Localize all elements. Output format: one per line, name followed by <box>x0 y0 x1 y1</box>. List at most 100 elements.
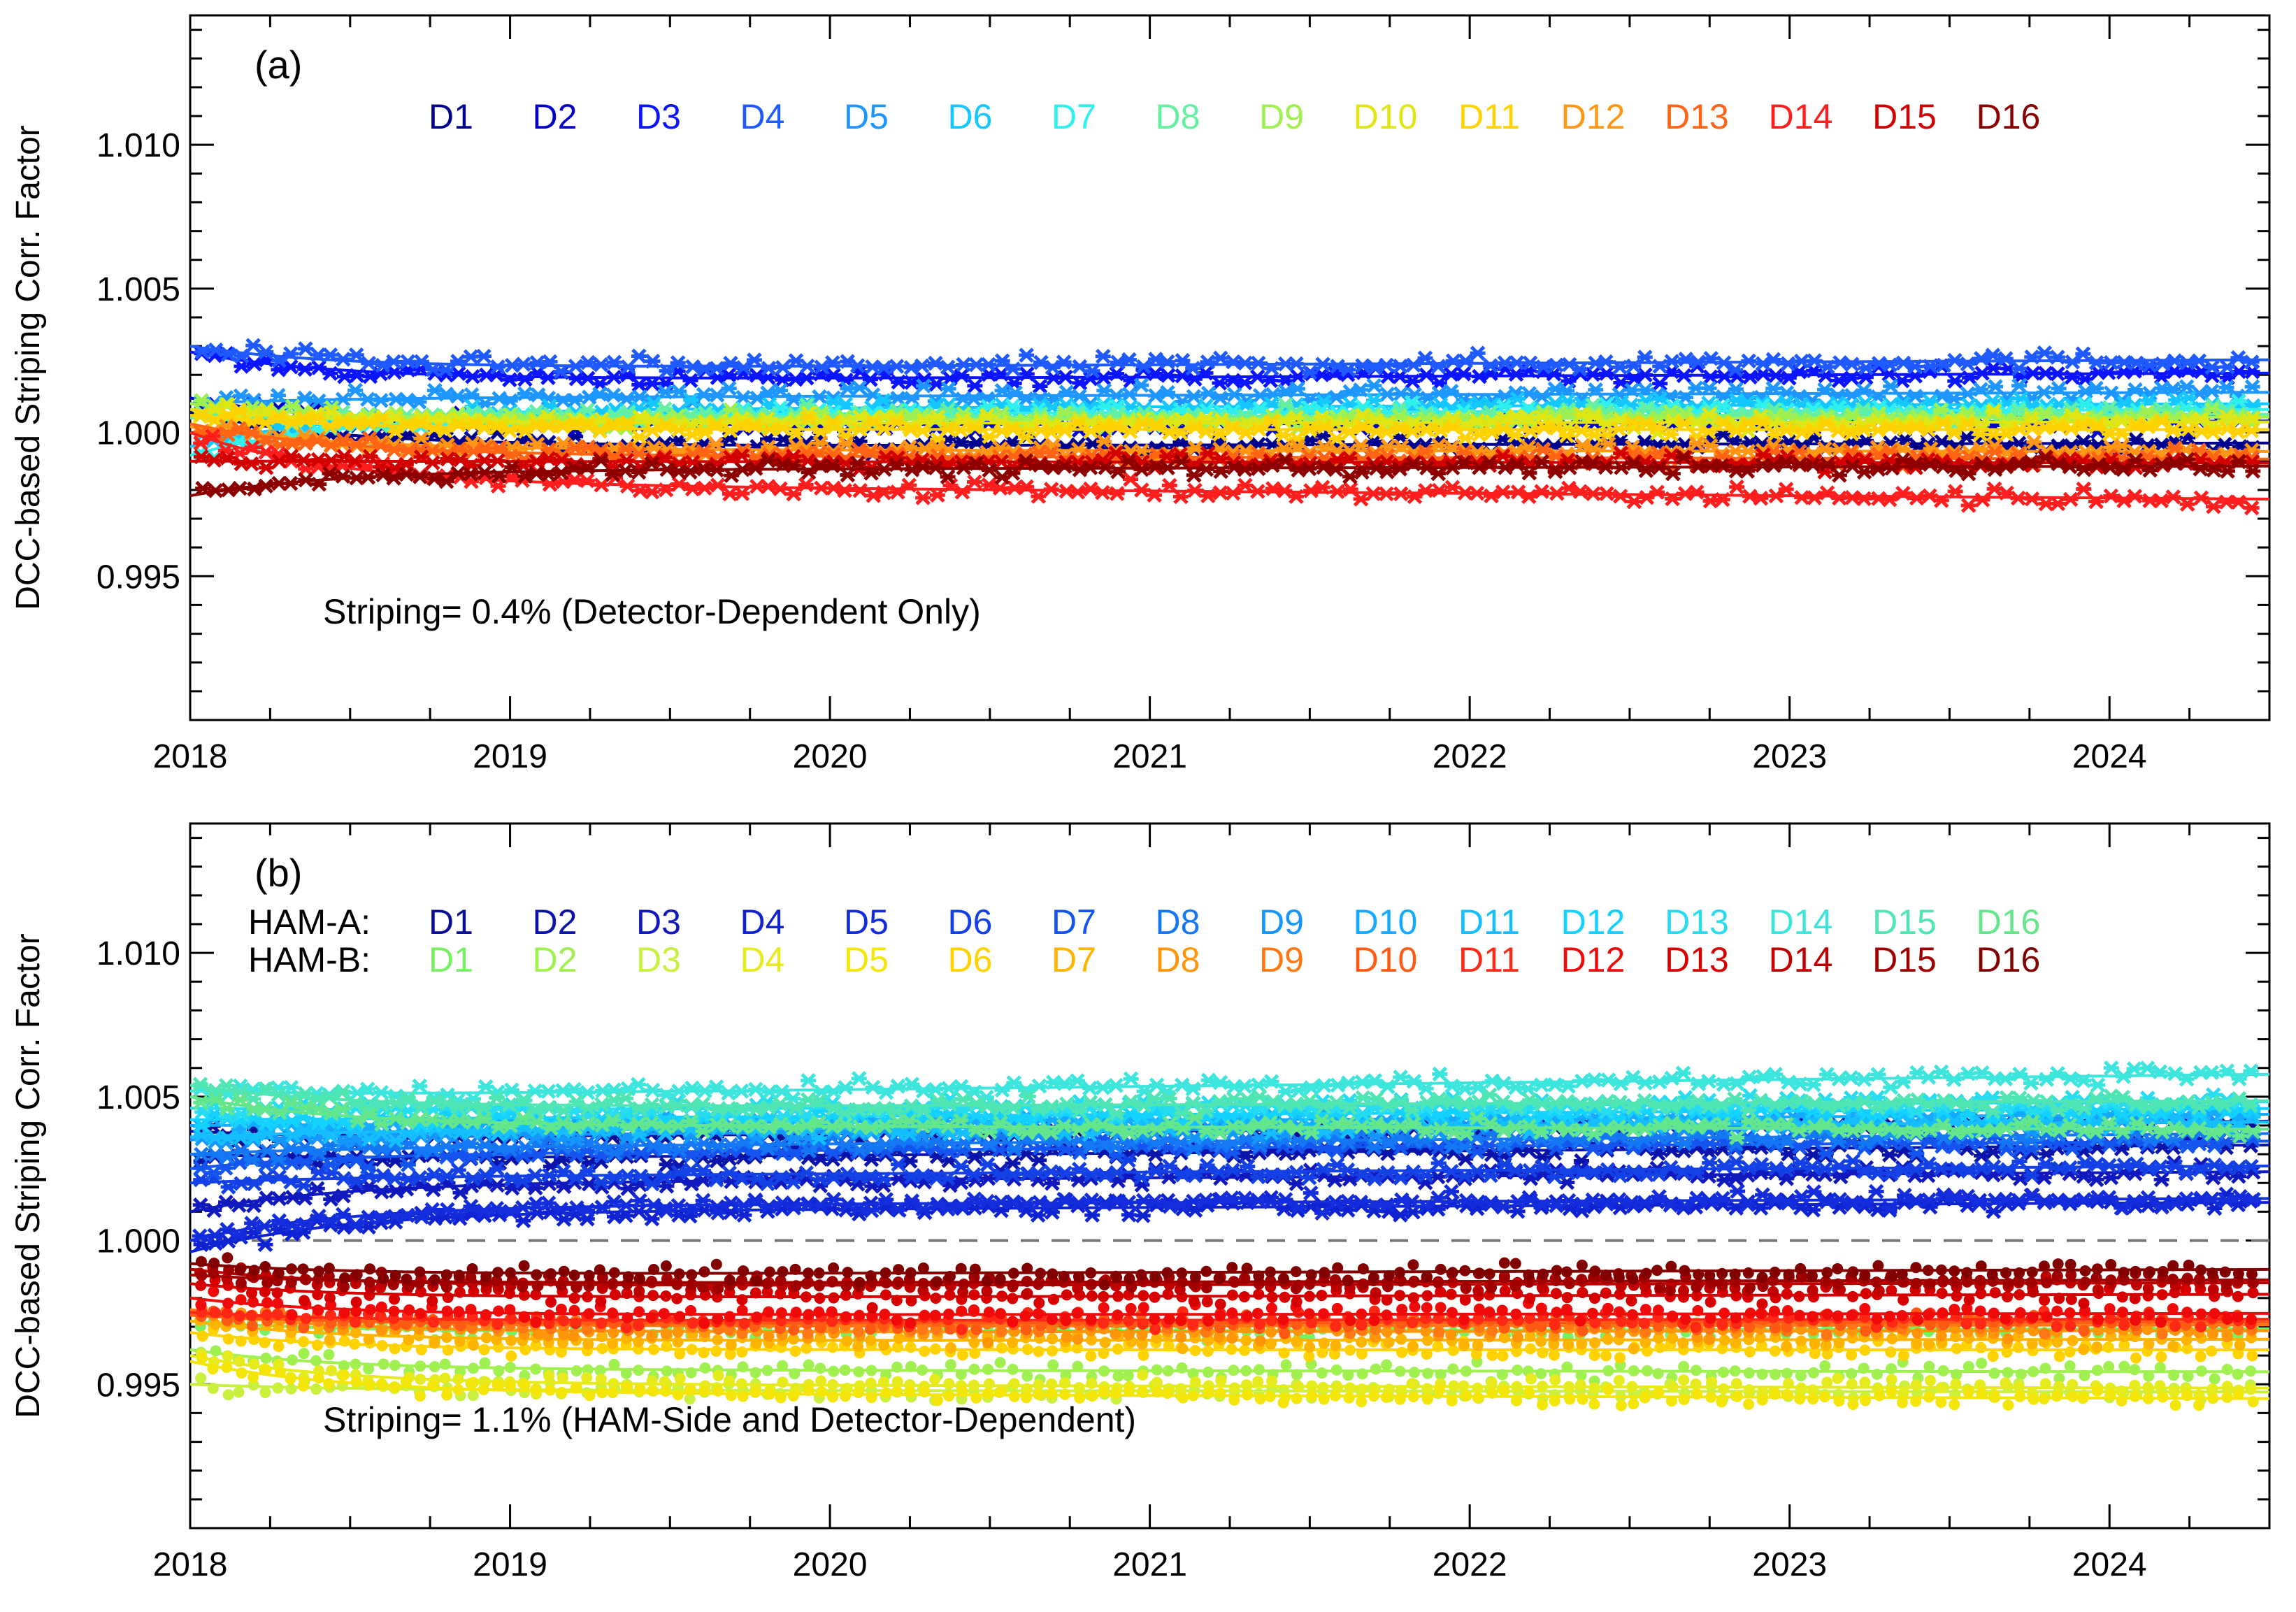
data-point <box>1909 490 1925 506</box>
data-point <box>1470 345 1486 361</box>
data-point <box>335 468 351 484</box>
data-point <box>2024 491 2040 507</box>
data-point <box>1958 429 1974 445</box>
x-tick-label: 2020 <box>793 1546 868 1583</box>
data-point <box>1960 466 1976 482</box>
y-tick-label: 0.995 <box>96 1367 180 1404</box>
series-line <box>190 464 2269 498</box>
data-point <box>916 378 932 394</box>
data-point <box>373 411 389 427</box>
data-point <box>1868 1183 1884 1200</box>
data-point <box>1572 484 1588 499</box>
data-point <box>1070 416 1086 431</box>
x-tick-label: 2022 <box>1433 738 1507 775</box>
data-point <box>1858 360 1874 376</box>
data-point <box>2103 354 2119 370</box>
data-point <box>1030 1207 1046 1223</box>
data-point <box>399 392 415 408</box>
data-point <box>1730 1183 1746 1199</box>
data-layer <box>190 338 2269 516</box>
data-point <box>1458 1151 1474 1167</box>
data-point <box>994 1082 1010 1098</box>
data-point <box>631 429 647 445</box>
data-point <box>1405 357 1421 373</box>
data-point <box>1831 468 1847 483</box>
data-point <box>734 448 750 463</box>
data-point <box>644 1211 660 1227</box>
panel-a: 2018 2019 2020 2021 2022 2023 20240.9951.0001.… <box>10 14 2271 775</box>
data-point <box>1548 357 1564 373</box>
data-point <box>1200 354 1216 370</box>
data-point <box>1302 365 1318 380</box>
data-point <box>1740 415 1756 431</box>
y-tick-label: 1.005 <box>96 1079 180 1116</box>
data-point <box>2103 488 2119 504</box>
data-point <box>709 361 725 376</box>
data-point <box>930 409 946 425</box>
data-point <box>1342 424 1357 440</box>
data-point <box>865 1079 881 1095</box>
data-point <box>851 1071 867 1086</box>
data-point <box>425 1182 441 1197</box>
series-line <box>190 345 2269 368</box>
data-point <box>412 469 428 484</box>
data-point <box>682 464 698 480</box>
data-point <box>2139 404 2155 419</box>
data-point <box>1649 419 1665 436</box>
data-point <box>696 387 712 403</box>
data-point <box>2128 382 2144 398</box>
data-point <box>1082 481 1098 497</box>
data-point <box>1600 436 1616 452</box>
data-point <box>553 465 569 481</box>
data-point <box>1095 348 1111 364</box>
data-point <box>967 1149 983 1165</box>
data-point <box>979 408 995 424</box>
data-point <box>1805 457 1821 473</box>
data-point <box>361 355 377 371</box>
data-point <box>309 433 325 449</box>
data-point <box>1831 373 1847 389</box>
data-point <box>257 1237 273 1253</box>
y-axis-label: DCC-based Striping Corr. Factor <box>10 125 47 610</box>
data-point <box>2179 452 2195 467</box>
data-point <box>852 380 868 396</box>
data-point <box>1816 440 1832 456</box>
data-point <box>323 1191 339 1207</box>
data-point <box>1161 477 1177 494</box>
data-point <box>386 442 402 458</box>
data-point <box>1818 416 1834 431</box>
data-point <box>837 482 853 498</box>
data-point <box>982 429 998 445</box>
data-point <box>1715 415 1731 431</box>
x-tick-label: 2024 <box>2072 1546 2147 1583</box>
legend-entry: D8 <box>1156 97 1200 136</box>
data-point <box>1714 457 1730 473</box>
data-point <box>2205 498 2221 514</box>
x-tick-label: 2018 <box>153 738 228 775</box>
data-point <box>1431 482 1447 498</box>
series-line <box>190 431 2269 501</box>
y-tick-label: 1.005 <box>96 271 180 308</box>
data-point <box>243 456 259 472</box>
data-point <box>1237 375 1253 391</box>
data-point <box>1430 1156 1447 1171</box>
y-tick-label: 1.000 <box>96 1223 180 1260</box>
x-tick-label: 2024 <box>2072 738 2147 775</box>
data-point <box>775 372 791 388</box>
data-point <box>1534 484 1550 499</box>
data-point <box>2011 1153 2028 1170</box>
data-point <box>553 364 569 380</box>
data-point <box>450 366 466 382</box>
data-point <box>297 390 313 406</box>
data-point <box>1070 484 1086 500</box>
data-point <box>619 415 636 431</box>
data-point <box>1005 1156 1021 1171</box>
data-point <box>761 361 777 376</box>
data-point <box>889 415 905 431</box>
data-point <box>1870 461 1886 477</box>
data-point <box>1807 490 1823 505</box>
data-point <box>1418 482 1434 498</box>
data-point <box>786 486 802 502</box>
data-point <box>2037 1193 2053 1209</box>
data-point <box>2128 452 2144 468</box>
